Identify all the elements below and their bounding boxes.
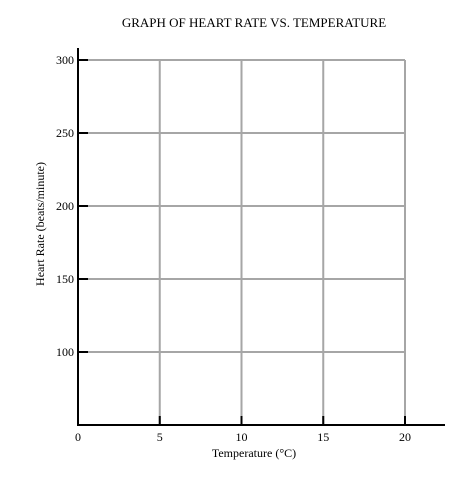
x-tick-label-15: 15 xyxy=(317,430,329,444)
y-tick-label-200: 200 xyxy=(56,199,74,213)
y-tick-label-250: 250 xyxy=(56,126,74,140)
y-tick-label-100: 100 xyxy=(56,345,74,359)
tick-labels: 100 150 200 250 300 0 5 10 15 20 xyxy=(56,53,411,444)
chart-title: GRAPH OF HEART RATE VS. TEMPERATURE xyxy=(122,15,386,30)
y-tick-label-300: 300 xyxy=(56,53,74,67)
x-tick-label-10: 10 xyxy=(236,430,248,444)
y-tick-label-150: 150 xyxy=(56,272,74,286)
axes xyxy=(77,48,445,426)
x-tick-label-20: 20 xyxy=(399,430,411,444)
grid-lines xyxy=(78,59,406,425)
tick-marks xyxy=(78,59,406,425)
x-tick-label-5: 5 xyxy=(157,430,163,444)
x-axis-label: Temperature (°C) xyxy=(212,446,296,460)
y-axis-label: Heart Rate (beats/minute) xyxy=(33,162,47,286)
x-tick-label-0: 0 xyxy=(75,430,81,444)
